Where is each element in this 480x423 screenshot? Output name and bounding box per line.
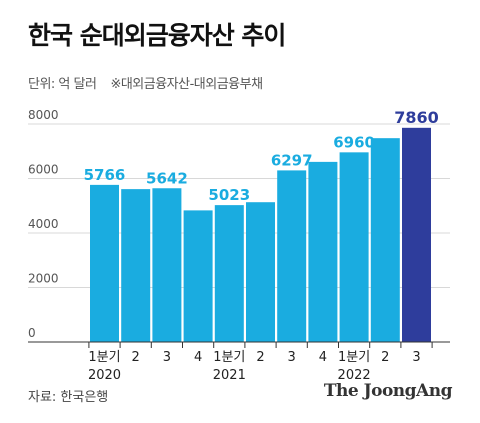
x-axis: 1분기 2 3 4 1분기 2 3 4 1분기 2 3 2020 2021 2022 bbox=[28, 341, 450, 383]
bar bbox=[402, 127, 431, 342]
bar bbox=[121, 189, 151, 342]
bars bbox=[90, 127, 431, 342]
y-axis-ticks: 0 2000 4000 6000 8000 bbox=[28, 108, 59, 340]
data-label: 5023 bbox=[208, 186, 250, 204]
y-tick-label: 6000 bbox=[28, 163, 59, 177]
data-label: 5642 bbox=[146, 169, 188, 187]
y-tick-label: 8000 bbox=[28, 108, 59, 122]
y-tick-label: 2000 bbox=[28, 272, 59, 286]
bar bbox=[90, 184, 119, 342]
x-tick-label: 2 bbox=[256, 350, 264, 365]
bar bbox=[277, 170, 307, 342]
x-tick-label: 1분기 bbox=[213, 350, 245, 365]
x-year-label: 2022 bbox=[338, 368, 371, 383]
y-tick-label: 0 bbox=[28, 326, 36, 340]
data-label: 6297 bbox=[271, 151, 313, 169]
chart-subtitle: 단위: 억 달러 ※대외금융자산-대외금융부채 bbox=[28, 73, 263, 92]
data-label: 6960 bbox=[333, 133, 375, 151]
bar bbox=[152, 188, 182, 342]
x-tick-label: 4 bbox=[194, 350, 202, 365]
x-year-label: 2020 bbox=[88, 368, 121, 383]
y-tick-label: 4000 bbox=[28, 217, 59, 231]
bar bbox=[246, 202, 275, 342]
data-label: 5766 bbox=[84, 166, 126, 184]
bar bbox=[370, 138, 400, 342]
brand-logo: The JoongAng bbox=[323, 381, 453, 401]
source-label: 자료: 한국은행 bbox=[28, 390, 109, 405]
x-tick-label: 3 bbox=[288, 350, 296, 365]
x-tick-label: 2 bbox=[132, 350, 140, 365]
x-tick-label: 4 bbox=[319, 350, 327, 365]
x-tick-label: 2 bbox=[381, 350, 389, 365]
x-tick-label: 1분기 bbox=[88, 350, 120, 365]
note-label: ※대외금융자산-대외금융부채 bbox=[110, 77, 263, 92]
data-labels: 5766 5642 5023 6297 6960 7860 bbox=[84, 108, 439, 204]
x-tick-label: 1분기 bbox=[338, 350, 370, 365]
x-year-label: 2021 bbox=[213, 368, 246, 383]
data-label: 7860 bbox=[394, 108, 439, 127]
chart-title: 한국 순대외금융자산 추이 bbox=[28, 21, 286, 50]
unit-label: 단위: 억 달러 bbox=[28, 77, 97, 92]
x-tick-label: 3 bbox=[412, 350, 420, 365]
x-tick-label: 3 bbox=[163, 350, 171, 365]
bar bbox=[183, 210, 213, 342]
bar bbox=[339, 152, 369, 342]
bar bbox=[308, 161, 338, 342]
bar bbox=[214, 205, 244, 342]
